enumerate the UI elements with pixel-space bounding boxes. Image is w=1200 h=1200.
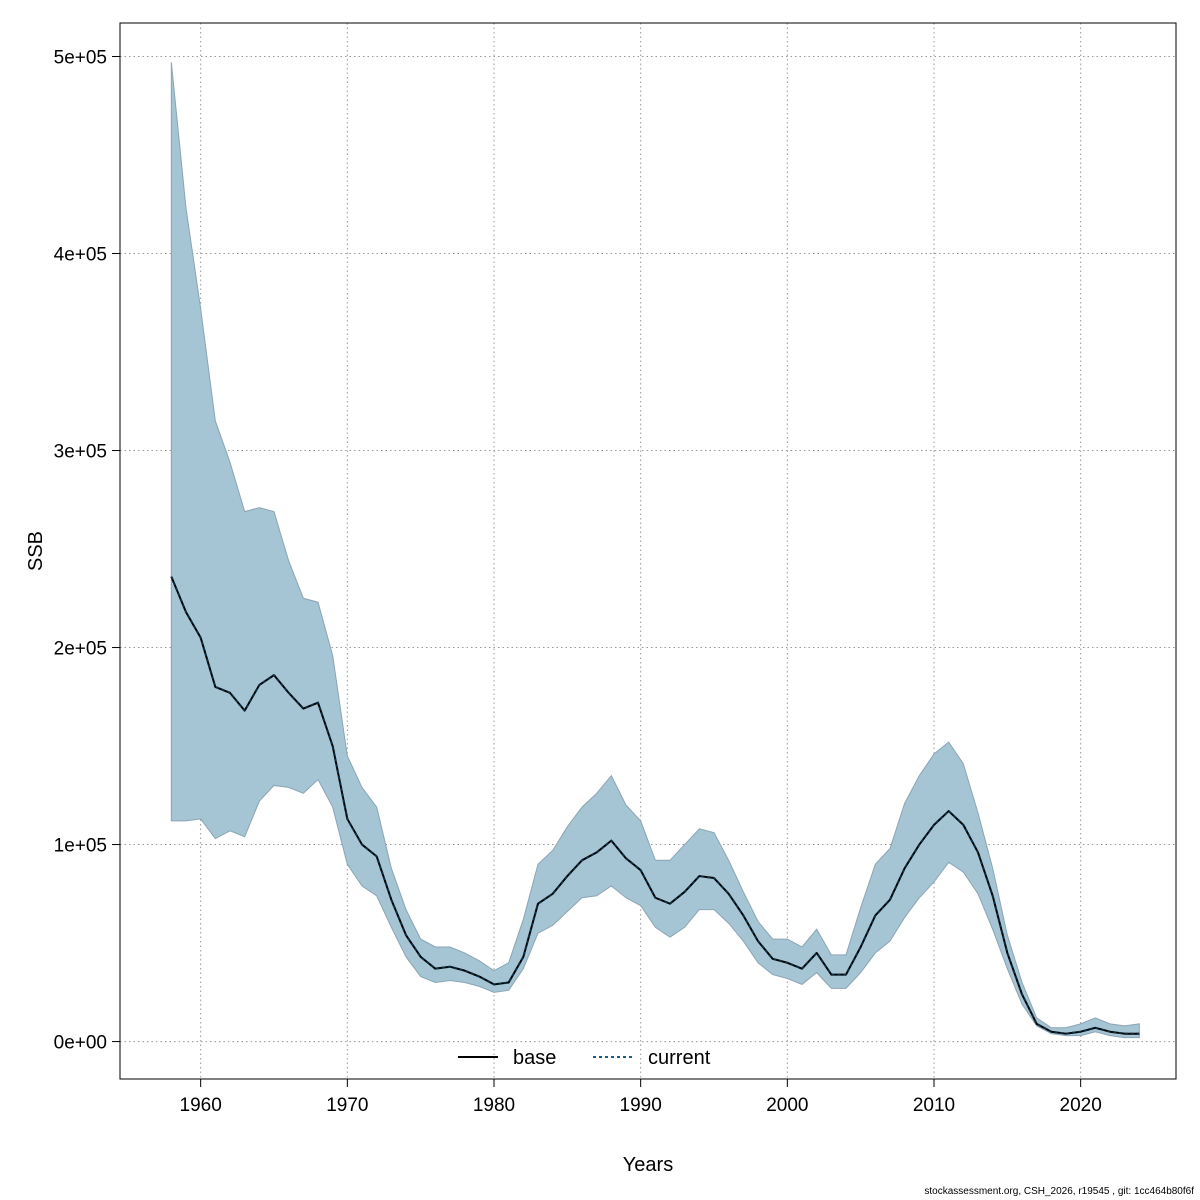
legend-label-current: current	[648, 1047, 711, 1069]
series-line-current	[170, 576, 1140, 1035]
x-tick-label: 1960	[180, 1095, 222, 1116]
y-tick-label: 0e+00	[54, 1033, 107, 1054]
x-tick-label: 1990	[620, 1095, 662, 1116]
x-tick-label: 2000	[766, 1095, 808, 1116]
x-tick-label: 1970	[326, 1095, 368, 1116]
footer-note: stockassessment.org, CSH_2026, r19545 , …	[924, 1186, 1194, 1197]
legend-label-base: base	[513, 1047, 556, 1069]
x-axis: 1960 1970 1980 1990 2000 2010 2020	[180, 1078, 1102, 1116]
x-tick-label: 2020	[1060, 1095, 1102, 1116]
x-axis-label: Years	[623, 1154, 673, 1176]
x-tick-label: 2010	[913, 1095, 955, 1116]
y-tick-label: 1e+05	[54, 836, 107, 857]
series-group	[170, 576, 1140, 1035]
y-tick-label: 5e+05	[54, 47, 107, 68]
x-tick-label: 1980	[473, 1095, 515, 1116]
confidence-band-group	[170, 62, 1140, 1039]
confidence-band	[170, 62, 1140, 1039]
y-tick-label: 2e+05	[54, 639, 107, 660]
y-axis: 0e+00 1e+05 2e+05 3e+05 4e+05 5e+05	[54, 47, 121, 1054]
y-tick-label: 4e+05	[54, 245, 107, 266]
y-tick-label: 3e+05	[54, 442, 107, 463]
legend: base current	[458, 1047, 711, 1069]
y-axis-label: SSB	[25, 531, 47, 571]
